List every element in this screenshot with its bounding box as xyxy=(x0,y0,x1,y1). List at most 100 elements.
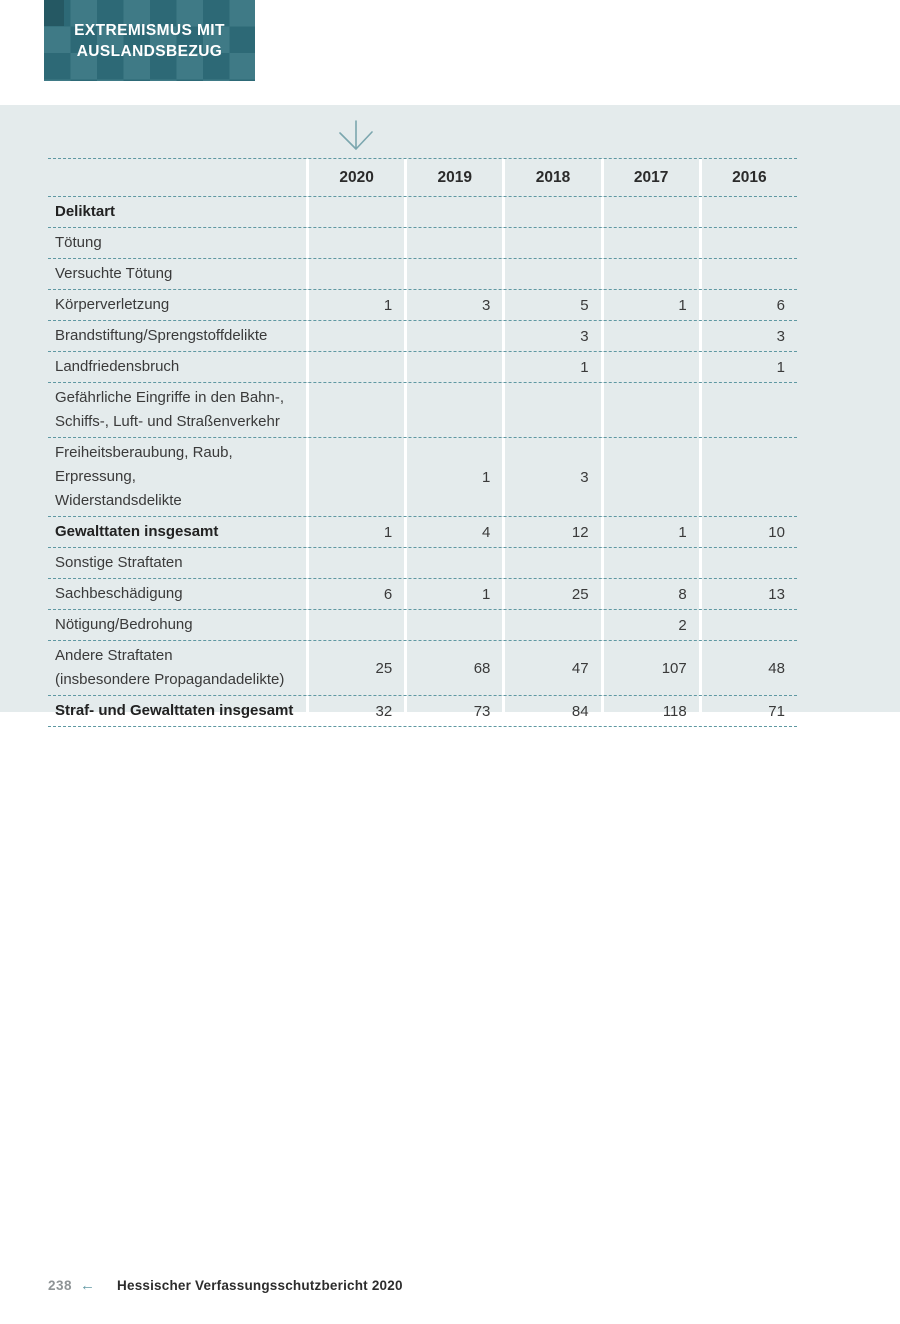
value-cell: 13 xyxy=(698,579,797,609)
value-cell xyxy=(698,197,797,227)
value-cell xyxy=(502,610,600,640)
value-cell xyxy=(502,383,600,437)
value-cell xyxy=(404,197,502,227)
badge-title-line-1: EXTREMISMUS MIT xyxy=(74,21,225,39)
row-label: Straf- und Gewalttaten insgesamt xyxy=(48,696,306,726)
row-label-text: Sonstige Straftaten xyxy=(55,554,183,571)
value-cell xyxy=(404,610,502,640)
row-label-text: Deliktart xyxy=(55,203,116,220)
row-label: Sonstige Straftaten xyxy=(48,548,306,578)
value-cell xyxy=(698,438,797,516)
left-arrow-icon: ← xyxy=(80,1277,96,1294)
value-cell xyxy=(698,610,797,640)
row-label-text: Versuchte Tötung xyxy=(55,265,173,282)
table-row: Brandstiftung/Sprengstoffdelikte 3 3 xyxy=(48,320,797,351)
table-row: Sonstige Straftaten xyxy=(48,547,797,578)
statistics-table: 2020 2019 2018 2017 2016 Deliktart Tötung Versu… xyxy=(48,158,797,727)
value-cell: 1 xyxy=(404,579,502,609)
value-cell xyxy=(404,228,502,258)
value-cell: 1 xyxy=(306,517,404,547)
value-cell xyxy=(306,259,404,289)
value-cell xyxy=(698,259,797,289)
value-cell: 12 xyxy=(502,517,600,547)
column-header-empty xyxy=(48,159,306,196)
value-cell: 10 xyxy=(698,517,797,547)
value-cell: 3 xyxy=(698,321,797,351)
value-cell xyxy=(502,259,600,289)
table-row: Gewalttaten insgesamt 1 4 12 1 10 xyxy=(48,516,797,547)
value-cell: 4 xyxy=(404,517,502,547)
row-label-text: Brandstiftung/Sprengstoffdelikte xyxy=(55,327,268,344)
value-cell: 107 xyxy=(600,641,699,695)
row-label-text: Gefährliche Eingriffe in den Bahn-, Schif… xyxy=(55,389,285,430)
value-cell xyxy=(698,383,797,437)
row-label-text: Straf- und Gewalttaten insgesamt xyxy=(55,702,294,719)
row-label: Andere Straftaten (insbesondere Propagand… xyxy=(48,641,306,695)
value-cell: 71 xyxy=(698,696,797,726)
table-row: Versuchte Tötung xyxy=(48,258,797,289)
value-cell: 3 xyxy=(404,290,502,320)
category-badge: EXTREMISMUS MIT AUSLANDSBEZUG xyxy=(44,0,255,81)
value-cell xyxy=(502,228,600,258)
row-label-text: Andere Straftaten (insbesondere Propagand… xyxy=(55,647,285,688)
value-cell xyxy=(600,197,699,227)
value-cell xyxy=(306,548,404,578)
table-row: Tötung xyxy=(48,227,797,258)
row-label: Tötung xyxy=(48,228,306,258)
value-cell xyxy=(404,383,502,437)
value-cell: 32 xyxy=(306,696,404,726)
table-row: Gefährliche Eingriffe in den Bahn-, Schif… xyxy=(48,382,797,437)
row-label: Körperverletzung xyxy=(48,290,306,320)
report-title: Hessischer Verfassungsschutzbericht 2020 xyxy=(117,1278,403,1293)
value-cell xyxy=(306,321,404,351)
value-cell xyxy=(502,197,600,227)
value-cell: 8 xyxy=(600,579,699,609)
row-label: Nötigung/Bedrohung xyxy=(48,610,306,640)
value-cell: 5 xyxy=(502,290,600,320)
value-cell xyxy=(600,228,699,258)
value-cell xyxy=(600,548,699,578)
value-cell: 118 xyxy=(600,696,699,726)
table-row: Landfriedensbruch 1 1 xyxy=(48,351,797,382)
value-cell: 1 xyxy=(698,352,797,382)
value-cell xyxy=(404,548,502,578)
value-cell xyxy=(404,321,502,351)
value-cell: 1 xyxy=(600,290,699,320)
row-label: Landfriedensbruch xyxy=(48,352,306,382)
value-cell: 47 xyxy=(502,641,600,695)
value-cell: 1 xyxy=(600,517,699,547)
content-band xyxy=(0,105,900,712)
row-label: Freiheitsberaubung, Raub, Erpressung, Wid… xyxy=(48,438,306,516)
table-row: Freiheitsberaubung, Raub, Erpressung, Wid… xyxy=(48,437,797,516)
value-cell xyxy=(502,548,600,578)
value-cell: 1 xyxy=(306,290,404,320)
value-cell: 1 xyxy=(502,352,600,382)
row-label-text: Körperverletzung xyxy=(55,296,170,313)
value-cell: 1 xyxy=(404,438,502,516)
down-arrow-icon xyxy=(339,120,373,150)
row-label: Sachbeschädigung xyxy=(48,579,306,609)
badge-title-line-2: AUSLANDSBEZUG xyxy=(76,42,223,60)
value-cell: 73 xyxy=(404,696,502,726)
value-cell xyxy=(600,259,699,289)
table-row: Straf- und Gewalttaten insgesamt 32 73 84 11… xyxy=(48,695,797,727)
row-label-text: Tötung xyxy=(55,234,102,251)
value-cell: 25 xyxy=(502,579,600,609)
value-cell: 3 xyxy=(502,321,600,351)
value-cell xyxy=(600,438,699,516)
value-cell: 6 xyxy=(698,290,797,320)
value-cell: 25 xyxy=(306,641,404,695)
value-cell: 3 xyxy=(502,438,600,516)
value-cell xyxy=(306,228,404,258)
row-label-text: Gewalttaten insgesamt xyxy=(55,523,219,540)
row-label-text: Nötigung/Bedrohung xyxy=(55,616,193,633)
value-cell xyxy=(306,352,404,382)
page-number: 238 xyxy=(48,1278,73,1293)
table-row: Sachbeschädigung 6 1 25 8 13 xyxy=(48,578,797,609)
row-label-text: Freiheitsberaubung, Raub, Erpressung, Wid… xyxy=(55,444,233,509)
table-row: Deliktart xyxy=(48,196,797,227)
value-cell xyxy=(600,321,699,351)
value-cell: 68 xyxy=(404,641,502,695)
column-header: 2020 xyxy=(306,159,404,196)
